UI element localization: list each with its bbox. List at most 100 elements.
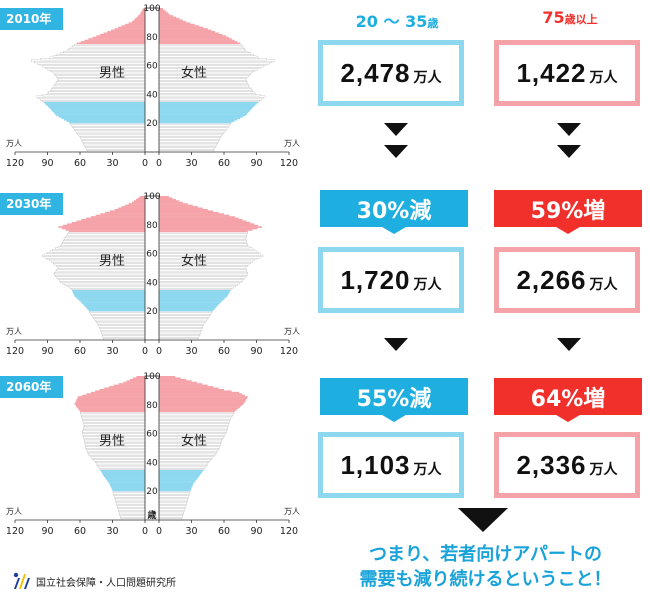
- female-age-bar: [159, 212, 219, 214]
- male-age-bar: [83, 304, 145, 306]
- female-age-bar: [159, 113, 247, 115]
- male-age-bar: [115, 209, 145, 211]
- male-age-bar: [127, 380, 145, 382]
- source-name: 国立社会保障・人口問題研究所: [36, 574, 176, 589]
- female-age-bar: [159, 408, 238, 410]
- male-age-bar: [118, 27, 145, 29]
- x-tick-label-right: 120: [280, 346, 298, 357]
- x-tick-label-right: 0: [156, 346, 162, 357]
- male-age-bar: [100, 389, 146, 391]
- female-age-bar: [159, 228, 257, 230]
- male-age-bar: [110, 210, 145, 212]
- male-age-bar: [45, 103, 145, 105]
- female-age-bar: [159, 304, 218, 306]
- male-age-bar: [122, 25, 145, 27]
- female-age-bar: [159, 219, 243, 221]
- female-age-bar: [159, 215, 229, 217]
- male-age-bar: [101, 471, 145, 473]
- female-age-bar: [159, 41, 237, 43]
- male-age-bar: [82, 395, 145, 397]
- x-tick-label-right: 0: [156, 526, 162, 537]
- female-age-bar: [159, 297, 226, 299]
- female-age-bar: [159, 27, 203, 29]
- male-age-bar: [87, 308, 145, 310]
- male-age-bar: [115, 28, 145, 30]
- male-age-bar: [111, 30, 145, 32]
- male-age-bar: [85, 305, 145, 307]
- male-age-bar: [75, 403, 145, 405]
- x-tick-label-left: 0: [142, 526, 148, 537]
- x-tick-label-left: 60: [74, 346, 86, 357]
- value-box-2060-young: 1,103 万人: [318, 432, 464, 498]
- male-age-bar: [77, 43, 145, 45]
- male-age-bar: [78, 396, 145, 398]
- male-age-bar: [106, 478, 145, 480]
- male-age-bar: [67, 120, 145, 122]
- female-age-bar: [159, 300, 223, 302]
- male-age-bar: [52, 110, 145, 112]
- male-age-bar: [75, 44, 145, 46]
- female-age-bar: [159, 294, 228, 296]
- x-tick-label-right: 60: [218, 526, 230, 537]
- age-tick-label: 100: [143, 4, 160, 14]
- down-arrow-large-icon: [458, 508, 508, 532]
- female-age-bar: [159, 30, 211, 32]
- female-age-bar: [159, 382, 197, 384]
- female-age-bar: [159, 399, 246, 401]
- year-tag-2030: 2030年: [0, 193, 63, 215]
- female-label: 女性: [181, 65, 207, 81]
- female-age-bar: [159, 208, 203, 210]
- female-age-bar: [159, 35, 226, 37]
- age-axis: [145, 376, 159, 520]
- male-age-bar: [77, 398, 145, 400]
- female-age-bar: [159, 123, 231, 125]
- female-age-bar: [159, 298, 224, 300]
- female-age-bar: [159, 389, 224, 391]
- male-age-bar: [91, 392, 145, 394]
- pyramid-2010: 20 40 60 80 100 120 90 60 30 0 0 30 60 90 120 万人 万人 男性 女性 …: [0, 0, 305, 185]
- female-age-bar: [159, 28, 208, 30]
- female-label: 女性: [181, 253, 207, 269]
- male-age-bar: [105, 212, 145, 214]
- male-age-bar: [79, 300, 145, 302]
- x-tick-label-right: 90: [250, 346, 262, 357]
- column-header-young-suffix: 歳: [427, 17, 438, 30]
- male-age-bar: [77, 220, 145, 222]
- male-age-bar: [62, 228, 145, 230]
- value-2060-young: 1,103: [340, 450, 410, 481]
- male-age-bar: [47, 104, 145, 106]
- female-age-bar: [159, 386, 213, 388]
- male-age-bar: [92, 37, 145, 39]
- female-age-bar: [159, 400, 245, 402]
- down-arrow-icon: [557, 123, 581, 136]
- x-tick-label-right: 120: [280, 158, 298, 169]
- male-age-bar: [76, 405, 145, 407]
- change-banner-2030-old: 59%増: [494, 190, 642, 234]
- value-2010-young: 2,478: [340, 58, 410, 89]
- x-tick-label-left: 30: [106, 346, 118, 357]
- female-age-bar: [159, 379, 186, 381]
- male-age-bar: [109, 386, 145, 388]
- male-age-bar: [70, 123, 145, 125]
- x-tick-label-left: 0: [142, 158, 148, 169]
- female-age-bar: [159, 483, 194, 485]
- unit-label-right: 万人: [284, 139, 300, 148]
- male-age-bar: [86, 307, 145, 309]
- male-age-bar: [63, 225, 145, 227]
- male-age-bar: [104, 388, 145, 390]
- female-age-bar: [159, 112, 248, 114]
- male-age-bar: [129, 203, 145, 205]
- age-tick-label: 100: [143, 372, 160, 382]
- female-age-bar: [159, 231, 248, 233]
- male-age-bar: [66, 229, 145, 231]
- x-tick-label-left: 0: [142, 346, 148, 357]
- female-age-bar: [159, 485, 192, 487]
- female-age-bar: [159, 295, 227, 297]
- female-age-bar: [159, 226, 262, 228]
- female-age-bar: [159, 305, 217, 307]
- female-age-bar: [159, 406, 240, 408]
- male-age-bar: [78, 408, 145, 410]
- female-age-bar: [159, 107, 252, 109]
- female-age-bar: [159, 18, 180, 20]
